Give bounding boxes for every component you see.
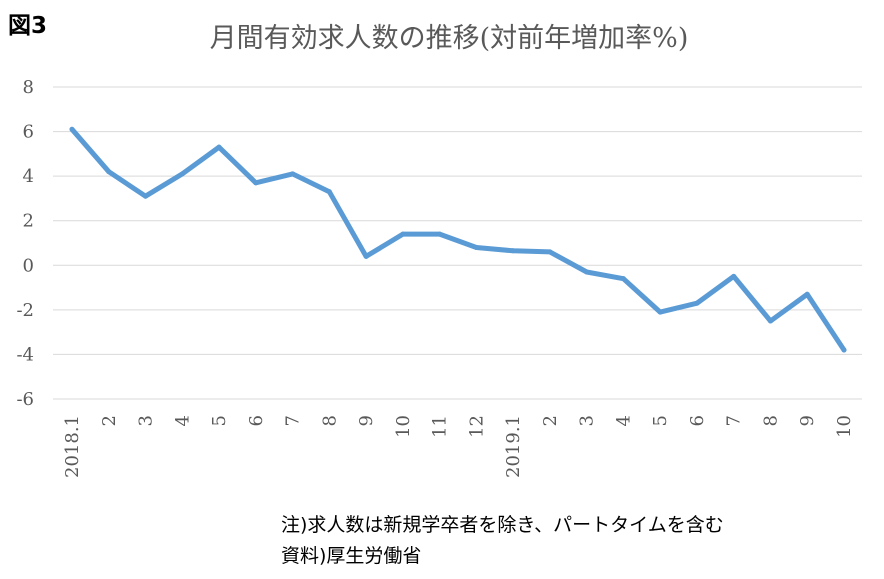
x-tick-label: 9: [356, 415, 377, 426]
series-line: [69, 126, 847, 353]
y-tick-label: -6: [16, 389, 34, 410]
x-tick-label: 11: [430, 415, 451, 438]
x-tick-label: 6: [246, 415, 267, 426]
chart-title: 月間有効求人数の推移(対前年増加率%): [209, 23, 689, 54]
x-tick-label: 4: [172, 415, 193, 426]
x-tick-label: 7: [283, 415, 304, 426]
y-tick-label: 2: [23, 211, 34, 232]
data-point: [363, 253, 369, 259]
data-point: [620, 276, 626, 282]
x-tick-label: 3: [136, 415, 157, 426]
data-point: [216, 144, 222, 150]
gridlines: [53, 86, 862, 400]
x-tick-label: 9: [797, 415, 818, 426]
x-tick-label: 2: [540, 415, 561, 426]
figure-label: 図3: [8, 13, 48, 39]
data-point: [694, 300, 700, 306]
x-tick-label: 8: [319, 415, 340, 426]
x-tick-label: 2: [99, 415, 120, 426]
x-tick-label: 8: [760, 415, 781, 426]
x-tick-label: 2018.1: [62, 415, 83, 478]
x-tick-label: 3: [577, 415, 598, 426]
data-point: [841, 347, 847, 353]
y-tick-label: -2: [16, 300, 34, 321]
data-point: [804, 291, 810, 297]
line-chart: 8 6 4 2 0 -2 -4 -6 2018.1 2 3 4 5 6 7 8 9 10 11 12 2019.1 2 3…: [16, 77, 862, 478]
data-point: [290, 171, 296, 177]
data-point: [400, 231, 406, 237]
data-point: [584, 269, 590, 275]
x-tick-label: 7: [724, 415, 745, 426]
data-point: [731, 273, 737, 279]
data-point: [510, 248, 516, 254]
data-point: [473, 244, 479, 250]
y-axis-ticks: 8 6 4 2 0 -2 -4 -6: [16, 77, 34, 410]
data-point: [143, 193, 149, 199]
data-point: [547, 249, 553, 255]
note-line: 注)求人数は新規学卒者を除き、パートタイムを含む: [281, 514, 724, 536]
data-point: [437, 231, 443, 237]
y-tick-label: 0: [23, 255, 34, 276]
x-axis-ticks: 2018.1 2 3 4 5 6 7 8 9 10 11 12 2019.1 2 3 4 5 6 7 8 9 10: [62, 415, 855, 478]
x-tick-label: 5: [209, 415, 230, 426]
x-tick-label: 4: [613, 415, 634, 426]
source-line: 資料)厚生労働省: [281, 545, 422, 567]
series-layer: [69, 126, 847, 353]
x-tick-label: 5: [650, 415, 671, 426]
data-point: [326, 189, 332, 195]
x-tick-label: 10: [393, 415, 414, 438]
x-tick-label: 10: [834, 415, 855, 438]
data-point: [253, 180, 259, 186]
y-tick-label: 6: [23, 122, 34, 143]
x-tick-label: 12: [466, 415, 487, 438]
data-point: [657, 309, 663, 315]
data-point: [106, 169, 112, 175]
y-tick-label: 4: [23, 166, 34, 187]
y-tick-label: -4: [16, 344, 34, 365]
data-point: [767, 318, 773, 324]
y-tick-label: 8: [23, 77, 34, 98]
x-tick-label: 2019.1: [503, 415, 524, 478]
data-point: [69, 126, 75, 132]
x-tick-label: 6: [687, 415, 708, 426]
data-point: [179, 171, 185, 177]
